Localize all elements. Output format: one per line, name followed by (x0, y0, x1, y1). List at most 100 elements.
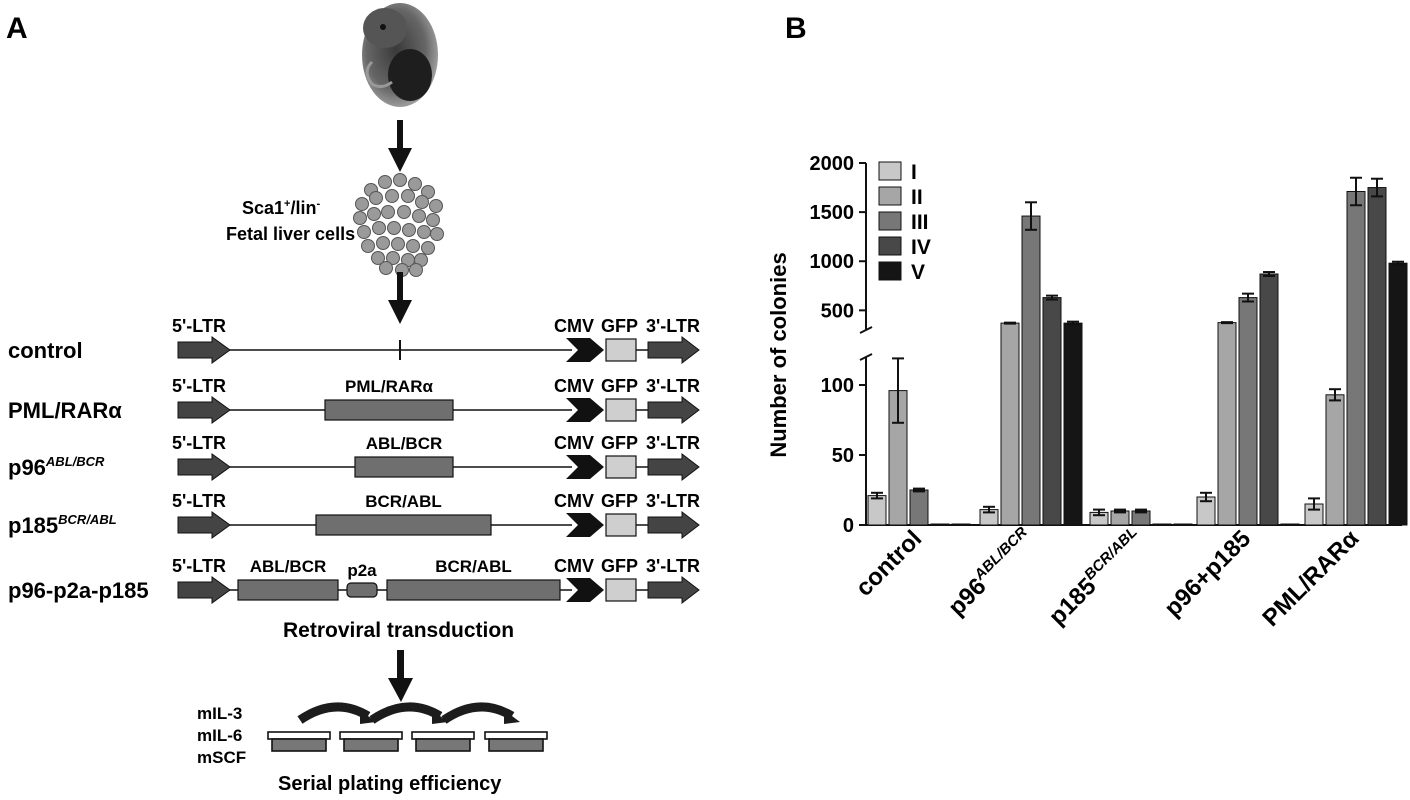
ltr3-label: 3'-LTR (646, 556, 700, 576)
y-axis-label: Number of colonies (766, 252, 791, 457)
bar (1217, 322, 1237, 526)
cell-icon (387, 221, 401, 235)
cmv-label: CMV (554, 556, 594, 576)
cell-icon (426, 213, 440, 227)
cell-icon (406, 239, 420, 253)
ltr5-arrow-icon (177, 511, 231, 539)
insert-label: p2a (347, 561, 377, 580)
cell-icon (417, 225, 431, 239)
transduction-label: Retroviral transduction (283, 619, 514, 642)
ltr5-label: 5'-LTR (172, 491, 226, 511)
transfer-arrow-icon (441, 702, 520, 724)
bar (867, 495, 887, 526)
gfp-box (605, 513, 637, 537)
axis-break-mark (859, 353, 873, 361)
legend-label: IV (911, 236, 931, 259)
insert-box (386, 579, 561, 601)
bar (1346, 190, 1366, 526)
legend-swatch (878, 261, 902, 281)
gfp-box (605, 338, 637, 362)
cmv-promoter-icon (566, 513, 604, 537)
cell-icon (372, 221, 386, 235)
bar (909, 489, 929, 526)
cell-icon (401, 189, 415, 203)
gfp-label: GFP (601, 556, 638, 576)
ltr5-label: 5'-LTR (172, 433, 226, 453)
ltr5-label: 5'-LTR (172, 316, 226, 336)
construct-row: PML/RARα PML/RARα 5'-LTR CMV GFP 3'-LTR (8, 376, 700, 425)
gfp-label: GFP (601, 433, 638, 453)
bar (1000, 322, 1020, 526)
bar-chart: 0 50 100 500 1000 1500 2000 control p96ABL/BCRp1… (810, 153, 1408, 632)
cell-icon (430, 227, 444, 241)
cell-icon (421, 241, 435, 255)
cmv-promoter-icon (566, 455, 604, 479)
cell-icon (369, 191, 383, 205)
x-tick-label: p185BCR/ABL (1042, 524, 1149, 631)
culture-plate-icon (411, 731, 475, 752)
arrow-down-icon (388, 120, 412, 172)
cell-icon (371, 251, 385, 265)
construct-name: p185BCR/ABL (8, 512, 117, 538)
construct-list: control 5'-LTR CMV GFP 3'-LTR PML/RARα PML/RAR… (8, 316, 700, 605)
legend-label: III (911, 211, 929, 234)
ltr3-arrow-icon (647, 335, 700, 365)
ltr5-label: 5'-LTR (172, 556, 226, 576)
y-tick-label: 500 (821, 300, 854, 322)
construct-name: p96ABL/BCR (8, 454, 105, 480)
cell-icon (397, 205, 411, 219)
cell-icon (367, 207, 381, 221)
panel-a: A Sca1+/lin- Fetal liver cells control 5'… (6, 3, 700, 795)
ltr5-label: 5'-LTR (172, 376, 226, 396)
ltr5-arrow-icon (177, 396, 231, 424)
gfp-box (605, 398, 637, 422)
bar (1280, 523, 1300, 526)
cmv-promoter-icon (566, 398, 604, 422)
construct-row: p185BCR/ABL BCR/ABL 5'-LTR CMV GFP 3'-LTR (8, 491, 700, 540)
gfp-label: GFP (601, 316, 638, 336)
insert-box (324, 399, 454, 421)
cells-label-line1: Sca1+/lin- (242, 198, 320, 218)
culture-plate-icon (484, 731, 548, 752)
cytokine-label: mSCF (197, 748, 246, 767)
construct-row: p96-p2a-p185 ABL/BCR p2a BCR/ABL 5'-LTR CMV GF… (8, 556, 700, 605)
bar (951, 523, 971, 526)
cell-icon (386, 251, 400, 265)
cell-icon (412, 209, 426, 223)
legend-label: II (911, 186, 923, 209)
construct-name: PML/RARα (8, 398, 122, 423)
gfp-box (605, 455, 637, 479)
insert-box (315, 514, 492, 536)
cell-icon (381, 205, 395, 219)
transfer-arrow-icon (297, 702, 376, 724)
axis-break-mark (859, 326, 873, 334)
cell-icon (379, 261, 393, 275)
cell-icon (355, 197, 369, 211)
x-tick-label: p96+p185 (1159, 525, 1256, 622)
insert-label: PML/RARα (345, 377, 433, 396)
bar (1367, 187, 1387, 526)
insert-label: BCR/ABL (435, 557, 512, 576)
cell-icon (391, 237, 405, 251)
cmv-label: CMV (554, 376, 594, 396)
arrow-down-icon (388, 272, 412, 324)
legend-swatch (878, 186, 902, 206)
bar (1063, 322, 1083, 526)
culture-plates (267, 731, 548, 752)
cell-icon (415, 195, 429, 209)
panel-a-label: A (6, 12, 28, 45)
arrow-down-icon (388, 650, 413, 702)
ltr3-arrow-icon (647, 395, 700, 425)
cell-icon (353, 211, 367, 225)
construct-name: control (8, 338, 83, 363)
cell-icon (385, 189, 399, 203)
cell-icon (361, 239, 375, 253)
gfp-label: GFP (601, 376, 638, 396)
cell-icon (378, 175, 392, 189)
culture-plate-icon (339, 731, 403, 752)
ltr3-label: 3'-LTR (646, 491, 700, 511)
x-tick-label: control (851, 525, 928, 602)
y-tick-label: 50 (832, 445, 854, 467)
insert-box (346, 582, 378, 598)
